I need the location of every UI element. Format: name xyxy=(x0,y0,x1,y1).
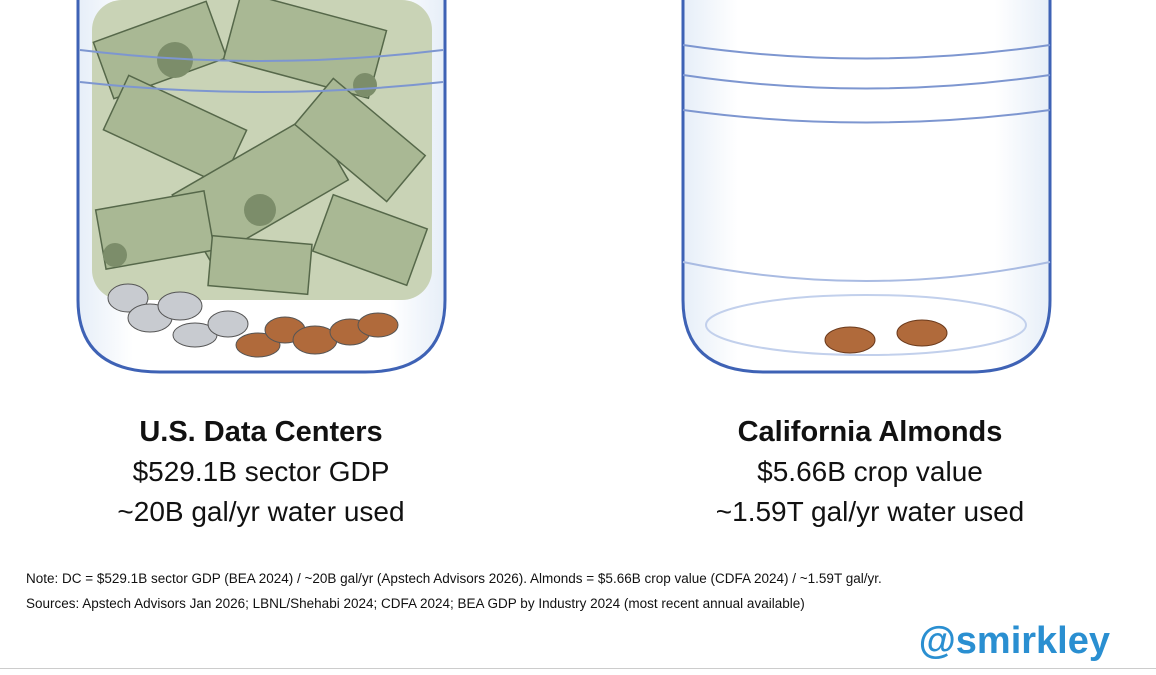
coins xyxy=(824,319,948,354)
left-caption: U.S. Data Centers $529.1B sector GDP ~20… xyxy=(31,412,491,532)
handle: @smirkley xyxy=(918,620,1110,662)
money xyxy=(92,0,432,300)
panel-line: $5.66B crop value xyxy=(757,456,983,487)
coins xyxy=(107,283,399,358)
note: Note: DC = $529.1B sector GDP (BEA 2024)… xyxy=(26,571,882,586)
panel-title: U.S. Data Centers xyxy=(139,416,383,448)
right-jar xyxy=(681,0,1052,374)
panel-line: $529.1B sector GDP xyxy=(132,456,390,487)
right-caption: California Almonds $5.66B crop value ~1.… xyxy=(640,412,1100,532)
left-jar xyxy=(76,0,447,374)
panel-title: California Almonds xyxy=(737,416,1003,448)
sources: Sources: Apstech Advisors Jan 2026; LBNL… xyxy=(26,596,805,611)
illustration xyxy=(76,0,1052,374)
panel-line: ~1.59T gal/yr water used xyxy=(715,496,1025,527)
divider xyxy=(0,668,1156,669)
panel-line: ~20B gal/yr water used xyxy=(117,496,405,527)
